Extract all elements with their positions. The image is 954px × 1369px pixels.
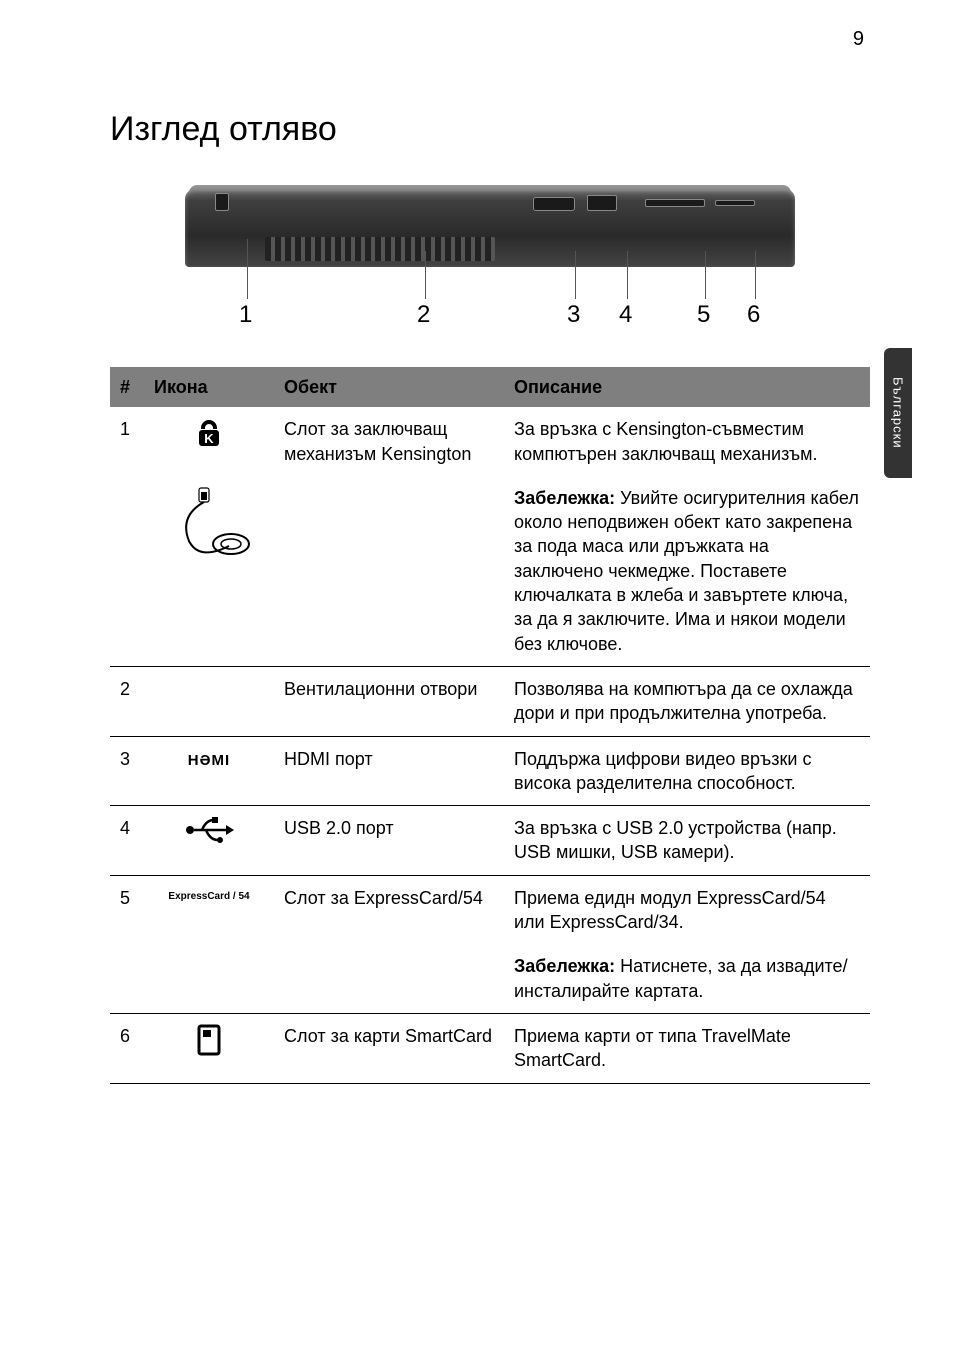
callout-number: 1 — [239, 301, 252, 329]
callout-number: 5 — [697, 301, 710, 329]
row-desc: Приема едидн модул ExpressCard/54 или Ex… — [504, 875, 870, 944]
row-desc: За връзка с USB 2.0 устройства (напр. US… — [504, 806, 870, 876]
col-desc: Описание — [504, 367, 870, 407]
row-num: 2 — [110, 666, 144, 736]
callout-line — [247, 239, 248, 299]
col-num: # — [110, 367, 144, 407]
row-desc: Позволява на компютъра да се охлажда дор… — [504, 666, 870, 736]
kensington-icon: K — [144, 407, 274, 476]
col-object: Обект — [274, 367, 504, 407]
row-note: Забележка: Увийте осигурителния кабел ок… — [504, 476, 870, 667]
callout-number: 2 — [417, 301, 430, 329]
callout-number: 6 — [747, 301, 760, 329]
callout-line — [755, 251, 756, 299]
page-number: 9 — [853, 28, 864, 51]
row-desc: Приема карти от типа TravelMate SmartCar… — [504, 1013, 870, 1083]
row-num: 3 — [110, 736, 144, 806]
row-object: Слот за заключващ механизъм Kensington — [274, 407, 504, 476]
blank-icon — [144, 666, 274, 736]
row-num: 5 — [110, 875, 144, 944]
note-label: Забележка: — [514, 488, 615, 508]
row-num: 4 — [110, 806, 144, 876]
main-content: Изглед отляво 1 2 3 4 5 6 # Икона Об — [110, 110, 870, 1084]
usb-icon — [144, 806, 274, 876]
vent-graphic — [265, 237, 495, 261]
hdmi-icon: HƏMI — [144, 736, 274, 806]
callout-number: 4 — [619, 301, 632, 329]
row-object: Слот за ExpressCard/54 — [274, 875, 504, 944]
svg-text:K: K — [204, 431, 214, 446]
smartcard-icon — [144, 1013, 274, 1083]
callout-line — [705, 251, 706, 299]
callout-line — [575, 251, 576, 299]
port-hdmi — [533, 197, 575, 211]
port-ec — [645, 199, 705, 207]
col-icon: Икона — [144, 367, 274, 407]
language-tab: Български — [884, 348, 912, 478]
row-object: Вентилационни отвори — [274, 666, 504, 736]
note-text: Увийте осигурителния кабел около неподви… — [514, 488, 859, 654]
callout-line — [627, 251, 628, 299]
page-title: Изглед отляво — [110, 110, 870, 149]
port-sc — [715, 200, 755, 206]
left-view-diagram: 1 2 3 4 5 6 — [175, 179, 805, 339]
row-desc: За връзка с Kensington-съвместим компютъ… — [504, 407, 870, 476]
ports-table: # Икона Обект Описание 1 K Слот за заклю… — [110, 367, 870, 1084]
row-desc: Поддържа цифрови видео връзки с висока р… — [504, 736, 870, 806]
callout-number: 3 — [567, 301, 580, 329]
row-object: USB 2.0 порт — [274, 806, 504, 876]
port-usb — [587, 195, 617, 211]
row-object: HDMI порт — [274, 736, 504, 806]
row-object: Слот за карти SmartCard — [274, 1013, 504, 1083]
callout-line — [425, 251, 426, 299]
port-1 — [215, 193, 229, 211]
note-label: Забележка: — [514, 956, 615, 976]
lock-cable-icon — [144, 476, 274, 667]
row-note: Забележка: Натиснете, за да извадите/инс… — [504, 944, 870, 1013]
row-num: 6 — [110, 1013, 144, 1083]
row-num: 1 — [110, 407, 144, 476]
expresscard-icon: ExpressCard / 54 — [144, 875, 274, 944]
laptop-side — [185, 189, 795, 267]
